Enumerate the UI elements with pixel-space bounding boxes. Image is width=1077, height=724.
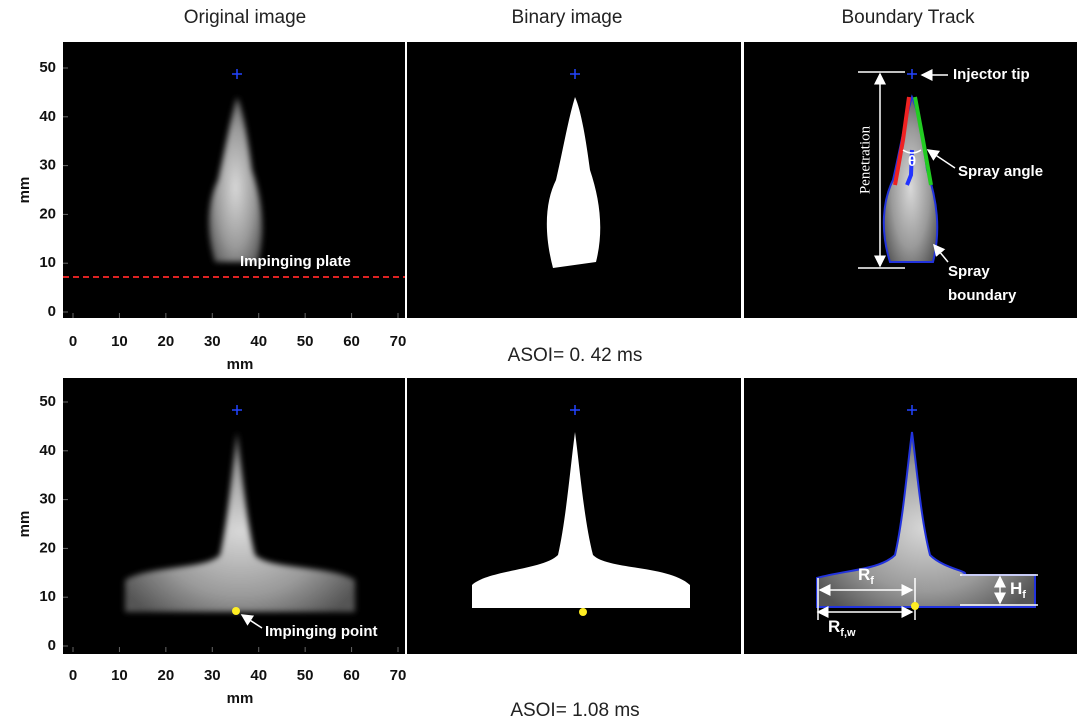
caption: ASOI= 1.08 ms xyxy=(510,700,639,721)
y-tick-label: 10 xyxy=(39,254,56,271)
x-tick-label: 40 xyxy=(250,333,267,350)
x-tick-label: 10 xyxy=(111,667,128,684)
x-axis-label: mm xyxy=(227,356,254,373)
y-tick-label: 40 xyxy=(39,442,56,459)
annotation: Impinging plate xyxy=(240,253,351,270)
x-tick-label: 50 xyxy=(297,667,314,684)
y-tick-label: 50 xyxy=(39,393,56,410)
y-tick-label: 20 xyxy=(39,205,56,222)
x-tick-label: 70 xyxy=(390,667,407,684)
y-axis-label: mm xyxy=(16,511,33,538)
y-tick-label: 20 xyxy=(39,539,56,556)
x-tick-label: 10 xyxy=(111,333,128,350)
column-title: Original image xyxy=(184,7,307,28)
y-tick-label: 40 xyxy=(39,108,56,125)
annotation: Impinging point xyxy=(265,623,377,640)
y-tick-label: 30 xyxy=(39,491,56,508)
x-tick-label: 0 xyxy=(69,667,77,684)
x-tick-label: 40 xyxy=(250,667,267,684)
y-tick-label: 30 xyxy=(39,157,56,174)
x-tick-label: 20 xyxy=(158,333,175,350)
annotation: Penetration xyxy=(857,125,873,194)
x-tick-label: 50 xyxy=(297,333,314,350)
annotation: boundary xyxy=(948,287,1017,304)
annotation: Spray xyxy=(948,263,990,280)
x-tick-label: 0 xyxy=(69,333,77,350)
x-tick-label: 70 xyxy=(390,333,407,350)
y-axis-label: mm xyxy=(16,177,33,204)
y-tick-label: 50 xyxy=(39,59,56,76)
y-tick-label: 0 xyxy=(48,637,56,654)
y-tick-label: 0 xyxy=(48,303,56,320)
caption: ASOI= 0. 42 ms xyxy=(508,345,643,366)
column-title: Boundary Track xyxy=(841,7,975,28)
figure: Original image Binary image Boundary Tra… xyxy=(0,0,1077,724)
annotation: Injector tip xyxy=(953,66,1030,83)
x-tick-label: 30 xyxy=(204,333,221,350)
column-title: Binary image xyxy=(512,7,623,28)
x-tick-label: 30 xyxy=(204,667,221,684)
x-axis-label: mm xyxy=(227,690,254,707)
y-tick-label: 10 xyxy=(39,588,56,605)
x-tick-label: 20 xyxy=(158,667,175,684)
x-tick-label: 60 xyxy=(343,333,360,350)
x-tick-label: 60 xyxy=(343,667,360,684)
annotation: θ xyxy=(908,153,916,170)
annotation: Spray angle xyxy=(958,163,1043,180)
